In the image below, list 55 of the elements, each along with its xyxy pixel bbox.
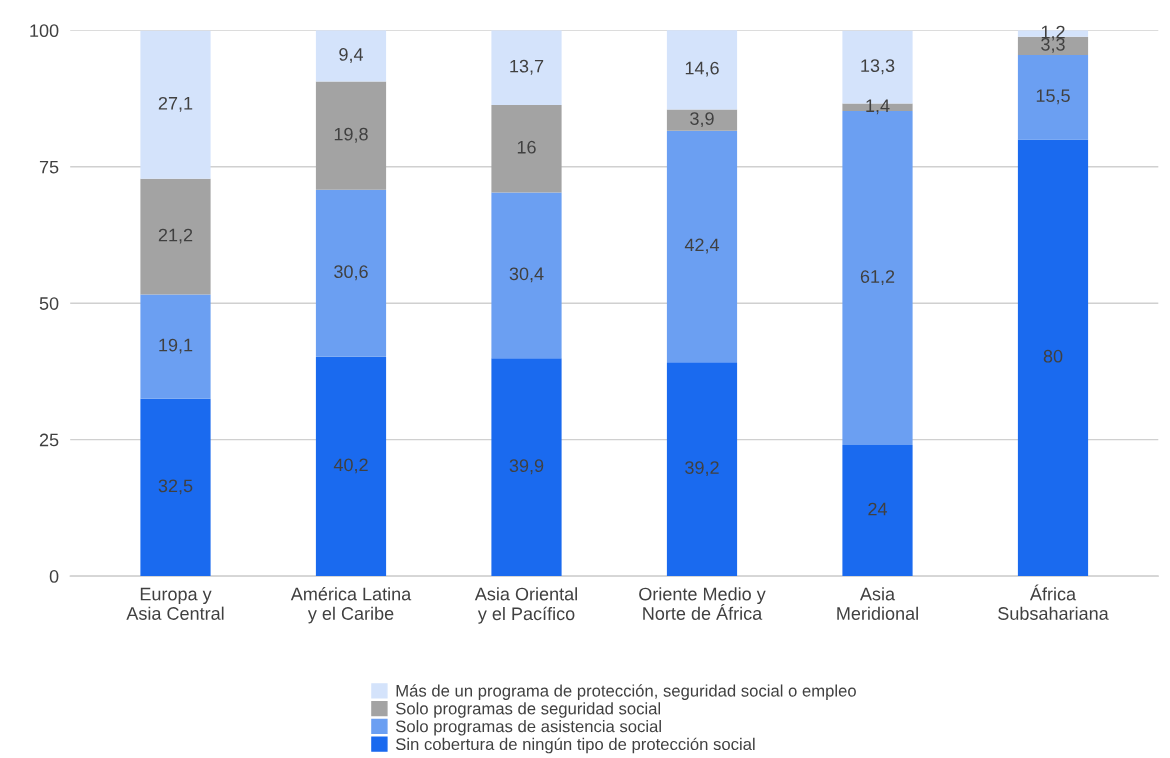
data-label: 13,3 [861,59,895,75]
data-label: 42,4 [684,238,720,254]
bar [140,294,211,399]
y-tick-label: 50 [39,297,59,310]
bar [315,189,387,357]
bar [140,178,211,295]
data-label: 39,9 [509,459,544,475]
legend-label: Solo programas de seguridad social [396,702,661,718]
data-label: 13,7 [510,59,544,75]
data-label: 19,8 [334,127,368,143]
bar [140,398,211,577]
data-label: 80 [1043,349,1063,363]
x-tick-label: América Latina y el Caribe [290,586,412,624]
bar [666,362,738,577]
data-label: 19,1 [159,338,193,354]
bar [140,30,211,179]
bar [666,109,738,131]
bar [1017,54,1089,140]
x-tick-label: Asia Oriental y el Pacífico [474,587,577,624]
x-tick-label: Europa y Asia Central [126,587,224,620]
bar [491,192,562,359]
data-label: 61,2 [860,270,895,286]
legend-label: Más de un programa de protección, seguridad social o empleo [396,684,856,700]
y-tick-label: 75 [39,160,59,174]
data-label: 40,2 [333,458,368,474]
y-tick-label: 100 [30,24,59,38]
bar [842,445,913,577]
x-tick-label: África Subsahariana [998,584,1109,620]
x-tick-label: Oriente Medio y Norte de África [639,587,766,620]
data-label: 3,9 [690,112,714,128]
bar [315,356,387,577]
legend-label: Solo programas de asistencia social [396,720,661,736]
y-tick-label: 0 [49,570,59,583]
data-label: 9,4 [339,48,364,63]
y-tick-label: 25 [39,433,59,447]
data-label: 21,2 [158,228,193,244]
data-label: 30,4 [509,267,544,283]
data-label: 30,6 [334,265,368,281]
data-label: 24 [868,502,888,516]
data-label: 14,6 [685,61,719,77]
bar [1017,139,1089,577]
bar [491,30,562,106]
bar [666,30,738,110]
data-label: 32,5 [158,479,193,495]
data-label: 39,2 [685,461,719,477]
data-label: 16 [517,140,536,154]
data-label: 27,1 [158,96,193,112]
bar [315,81,387,190]
bar [315,30,387,82]
bar [666,130,738,363]
bar [491,358,562,577]
data-label: 15,5 [1036,89,1070,105]
bar [491,105,562,193]
x-tick-label: Asia Meridional [837,587,918,620]
legend-label: Sin cobertura de ningún tipo de protección social [396,737,755,754]
